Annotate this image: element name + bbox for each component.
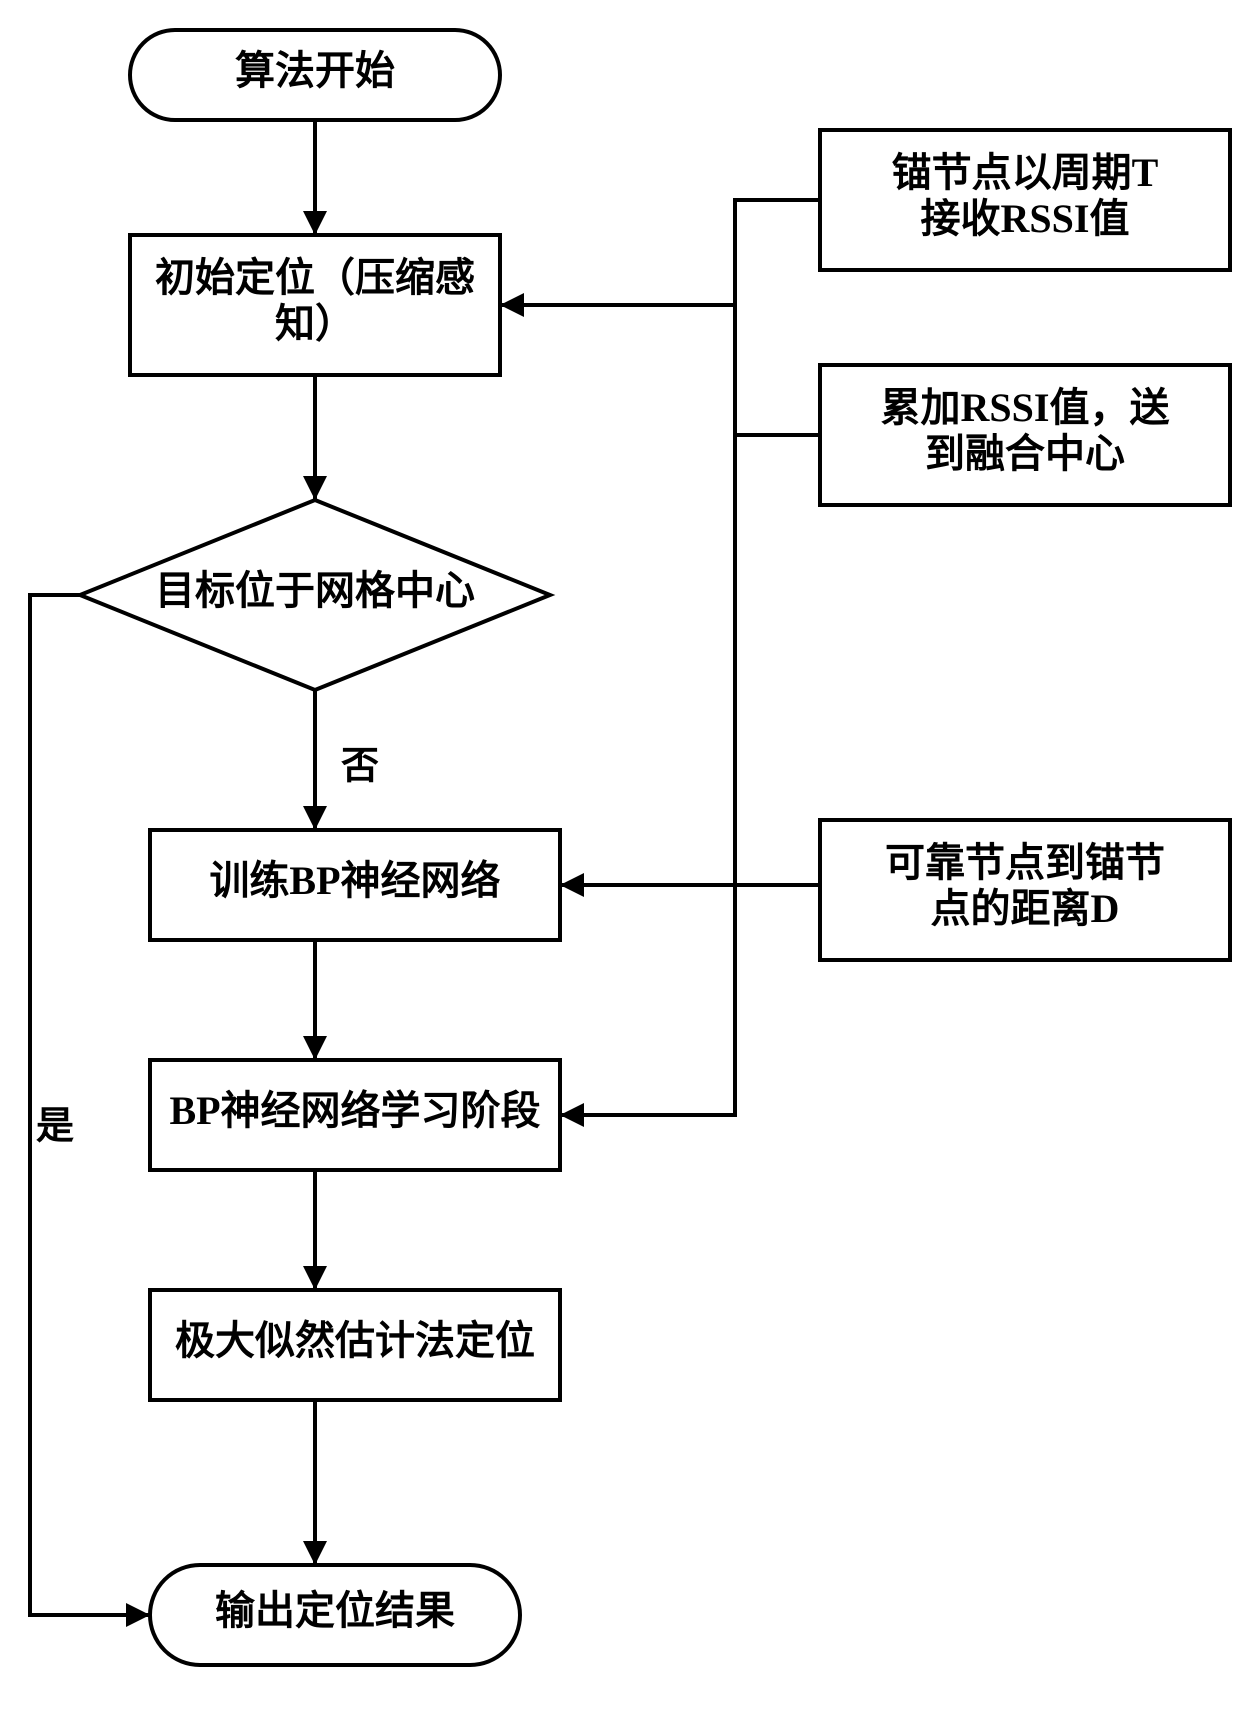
arrowhead (303, 211, 327, 235)
node-text: 可靠节点到锚节 (885, 840, 1165, 885)
node-text: 算法开始 (235, 48, 395, 93)
node-text: 训练BP神经网络 (209, 858, 500, 903)
node-text: 极大似然估计法定位 (175, 1318, 535, 1363)
edge-label: 否 (341, 746, 379, 788)
node-text: BP神经网络学习阶段 (169, 1088, 540, 1133)
edge (735, 200, 820, 435)
edge (560, 435, 735, 1115)
arrowhead (500, 293, 524, 317)
arrowhead (303, 806, 327, 830)
node-text: 点的距离D (931, 886, 1120, 931)
edge-label: 是 (36, 1106, 74, 1148)
node-text: 累加RSSI值，送 (881, 385, 1170, 430)
arrowhead (126, 1603, 150, 1627)
node-text: 接收RSSI值 (921, 196, 1130, 241)
node-text: 输出定位结果 (215, 1588, 455, 1633)
arrowhead (303, 476, 327, 500)
node-text: 到融合中心 (925, 431, 1125, 476)
arrowhead (303, 1036, 327, 1060)
arrowhead (303, 1541, 327, 1565)
arrowhead (560, 1103, 584, 1127)
node-text: 锚节点以周期T (892, 150, 1159, 195)
node-text: 目标位于网格中心 (155, 568, 475, 613)
arrowhead (303, 1266, 327, 1290)
node-text: 初始定位（压缩感 (155, 255, 475, 300)
node-text: 知） (275, 301, 355, 346)
arrowhead (560, 873, 584, 897)
